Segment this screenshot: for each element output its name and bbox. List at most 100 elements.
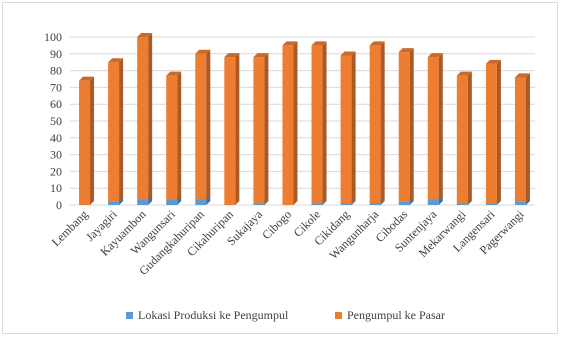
y-tick-label: 60 bbox=[50, 97, 62, 111]
bar-front bbox=[253, 203, 265, 205]
bar-top bbox=[195, 49, 211, 54]
bar-top bbox=[253, 53, 269, 58]
bar-side bbox=[206, 195, 211, 205]
bar-top bbox=[485, 59, 501, 64]
bar-front bbox=[485, 63, 497, 204]
bar-front bbox=[456, 75, 468, 204]
bar-pengumpul-pasar bbox=[427, 53, 443, 200]
bar-side bbox=[380, 199, 385, 205]
bar-top bbox=[340, 51, 356, 56]
bar-pengumpul-pasar bbox=[108, 58, 124, 202]
bar-side bbox=[322, 41, 327, 204]
bar-front bbox=[137, 199, 149, 205]
legend-label: Pengumpul ke Pasar bbox=[347, 308, 445, 322]
y-tick-label: 70 bbox=[50, 80, 62, 94]
bar-pengumpul-pasar bbox=[398, 48, 414, 202]
bar-side bbox=[90, 76, 95, 206]
y-tick-label: 80 bbox=[50, 64, 62, 78]
bar-top bbox=[282, 41, 298, 46]
bar-top bbox=[137, 33, 153, 37]
bar-side bbox=[148, 33, 153, 200]
bar-front bbox=[340, 55, 352, 204]
bar-side bbox=[409, 197, 414, 205]
bar-front bbox=[514, 77, 526, 202]
bar-pengumpul-pasar bbox=[311, 41, 327, 204]
bar-side bbox=[438, 53, 443, 200]
bar-front bbox=[108, 62, 120, 202]
legend-swatch bbox=[335, 312, 342, 319]
bar-front bbox=[166, 75, 178, 200]
bar-top bbox=[224, 53, 240, 58]
bar-pengumpul-pasar bbox=[166, 71, 182, 200]
bar-pengumpul-pasar bbox=[485, 59, 501, 204]
bar-side bbox=[438, 195, 443, 205]
x-tick-label: Lembang bbox=[49, 207, 91, 249]
legend-label: Lokasi Produksi ke Pengumpul bbox=[138, 308, 289, 322]
y-tick-label: 100 bbox=[44, 30, 62, 44]
bars bbox=[79, 33, 530, 206]
y-tick-label: 10 bbox=[50, 181, 62, 195]
bar-side bbox=[177, 195, 182, 205]
bar-side bbox=[496, 199, 501, 205]
bar-front bbox=[311, 45, 323, 204]
bar-pengumpul-pasar bbox=[195, 49, 211, 200]
bar-pengumpul-pasar bbox=[79, 76, 95, 206]
bar-pengumpul-pasar bbox=[282, 41, 298, 206]
bar-side bbox=[525, 197, 530, 205]
x-axis-labels: LembangJayagiriKayuambonWangunsariGudang… bbox=[49, 207, 527, 278]
bar-top bbox=[514, 73, 530, 78]
bar-side bbox=[467, 199, 472, 205]
y-tick-label: 30 bbox=[50, 148, 62, 162]
bar-pengumpul-pasar bbox=[253, 53, 269, 204]
bar-front bbox=[137, 37, 149, 200]
y-tick-label: 20 bbox=[50, 164, 62, 178]
bar-front bbox=[340, 203, 352, 205]
bar-front bbox=[369, 45, 381, 204]
bar-top bbox=[108, 58, 124, 63]
bar-top bbox=[456, 71, 472, 76]
bar-side bbox=[380, 41, 385, 204]
bar-front bbox=[79, 80, 91, 205]
bar-front bbox=[311, 203, 323, 205]
y-tick-label: 90 bbox=[50, 47, 62, 61]
bar-front bbox=[195, 199, 207, 205]
bar-pengumpul-pasar bbox=[514, 73, 530, 202]
bar-side bbox=[264, 199, 269, 205]
bar-side bbox=[351, 199, 356, 205]
bar-front bbox=[369, 203, 381, 205]
bar-front bbox=[253, 57, 265, 204]
bar-pengumpul-pasar bbox=[137, 33, 153, 200]
bar-top bbox=[166, 71, 182, 76]
bar-pengumpul-pasar bbox=[224, 53, 240, 205]
bar-top bbox=[427, 53, 443, 58]
bar-pengumpul-pasar bbox=[456, 71, 472, 204]
bar-side bbox=[119, 58, 124, 202]
bar-front bbox=[514, 201, 526, 205]
bar-side bbox=[206, 49, 211, 200]
bar-front bbox=[282, 45, 294, 206]
bar-side bbox=[409, 48, 414, 202]
bar-pengumpul-pasar bbox=[340, 51, 356, 204]
bar-side bbox=[351, 51, 356, 204]
bar-front bbox=[398, 52, 410, 202]
legend-swatch bbox=[126, 312, 133, 319]
bar-top bbox=[79, 76, 95, 81]
bar-front bbox=[195, 53, 207, 200]
bar-side bbox=[467, 71, 472, 204]
bar-side bbox=[264, 53, 269, 204]
bar-front bbox=[427, 57, 439, 200]
bar-side bbox=[293, 41, 298, 206]
bar-front bbox=[398, 201, 410, 205]
bar-side bbox=[235, 53, 240, 205]
bar-front bbox=[108, 201, 120, 205]
y-tick-label: 40 bbox=[50, 131, 62, 145]
y-tick-label: 50 bbox=[50, 114, 62, 128]
y-tick-label: 0 bbox=[56, 198, 62, 212]
bar-top bbox=[311, 41, 327, 46]
bar-side bbox=[525, 73, 530, 202]
bar-front bbox=[485, 203, 497, 205]
bar-side bbox=[322, 199, 327, 205]
y-axis-ticks: 0 10 20 30 40 50 60 70 80 90 100 bbox=[44, 30, 62, 212]
bar-side bbox=[148, 195, 153, 205]
